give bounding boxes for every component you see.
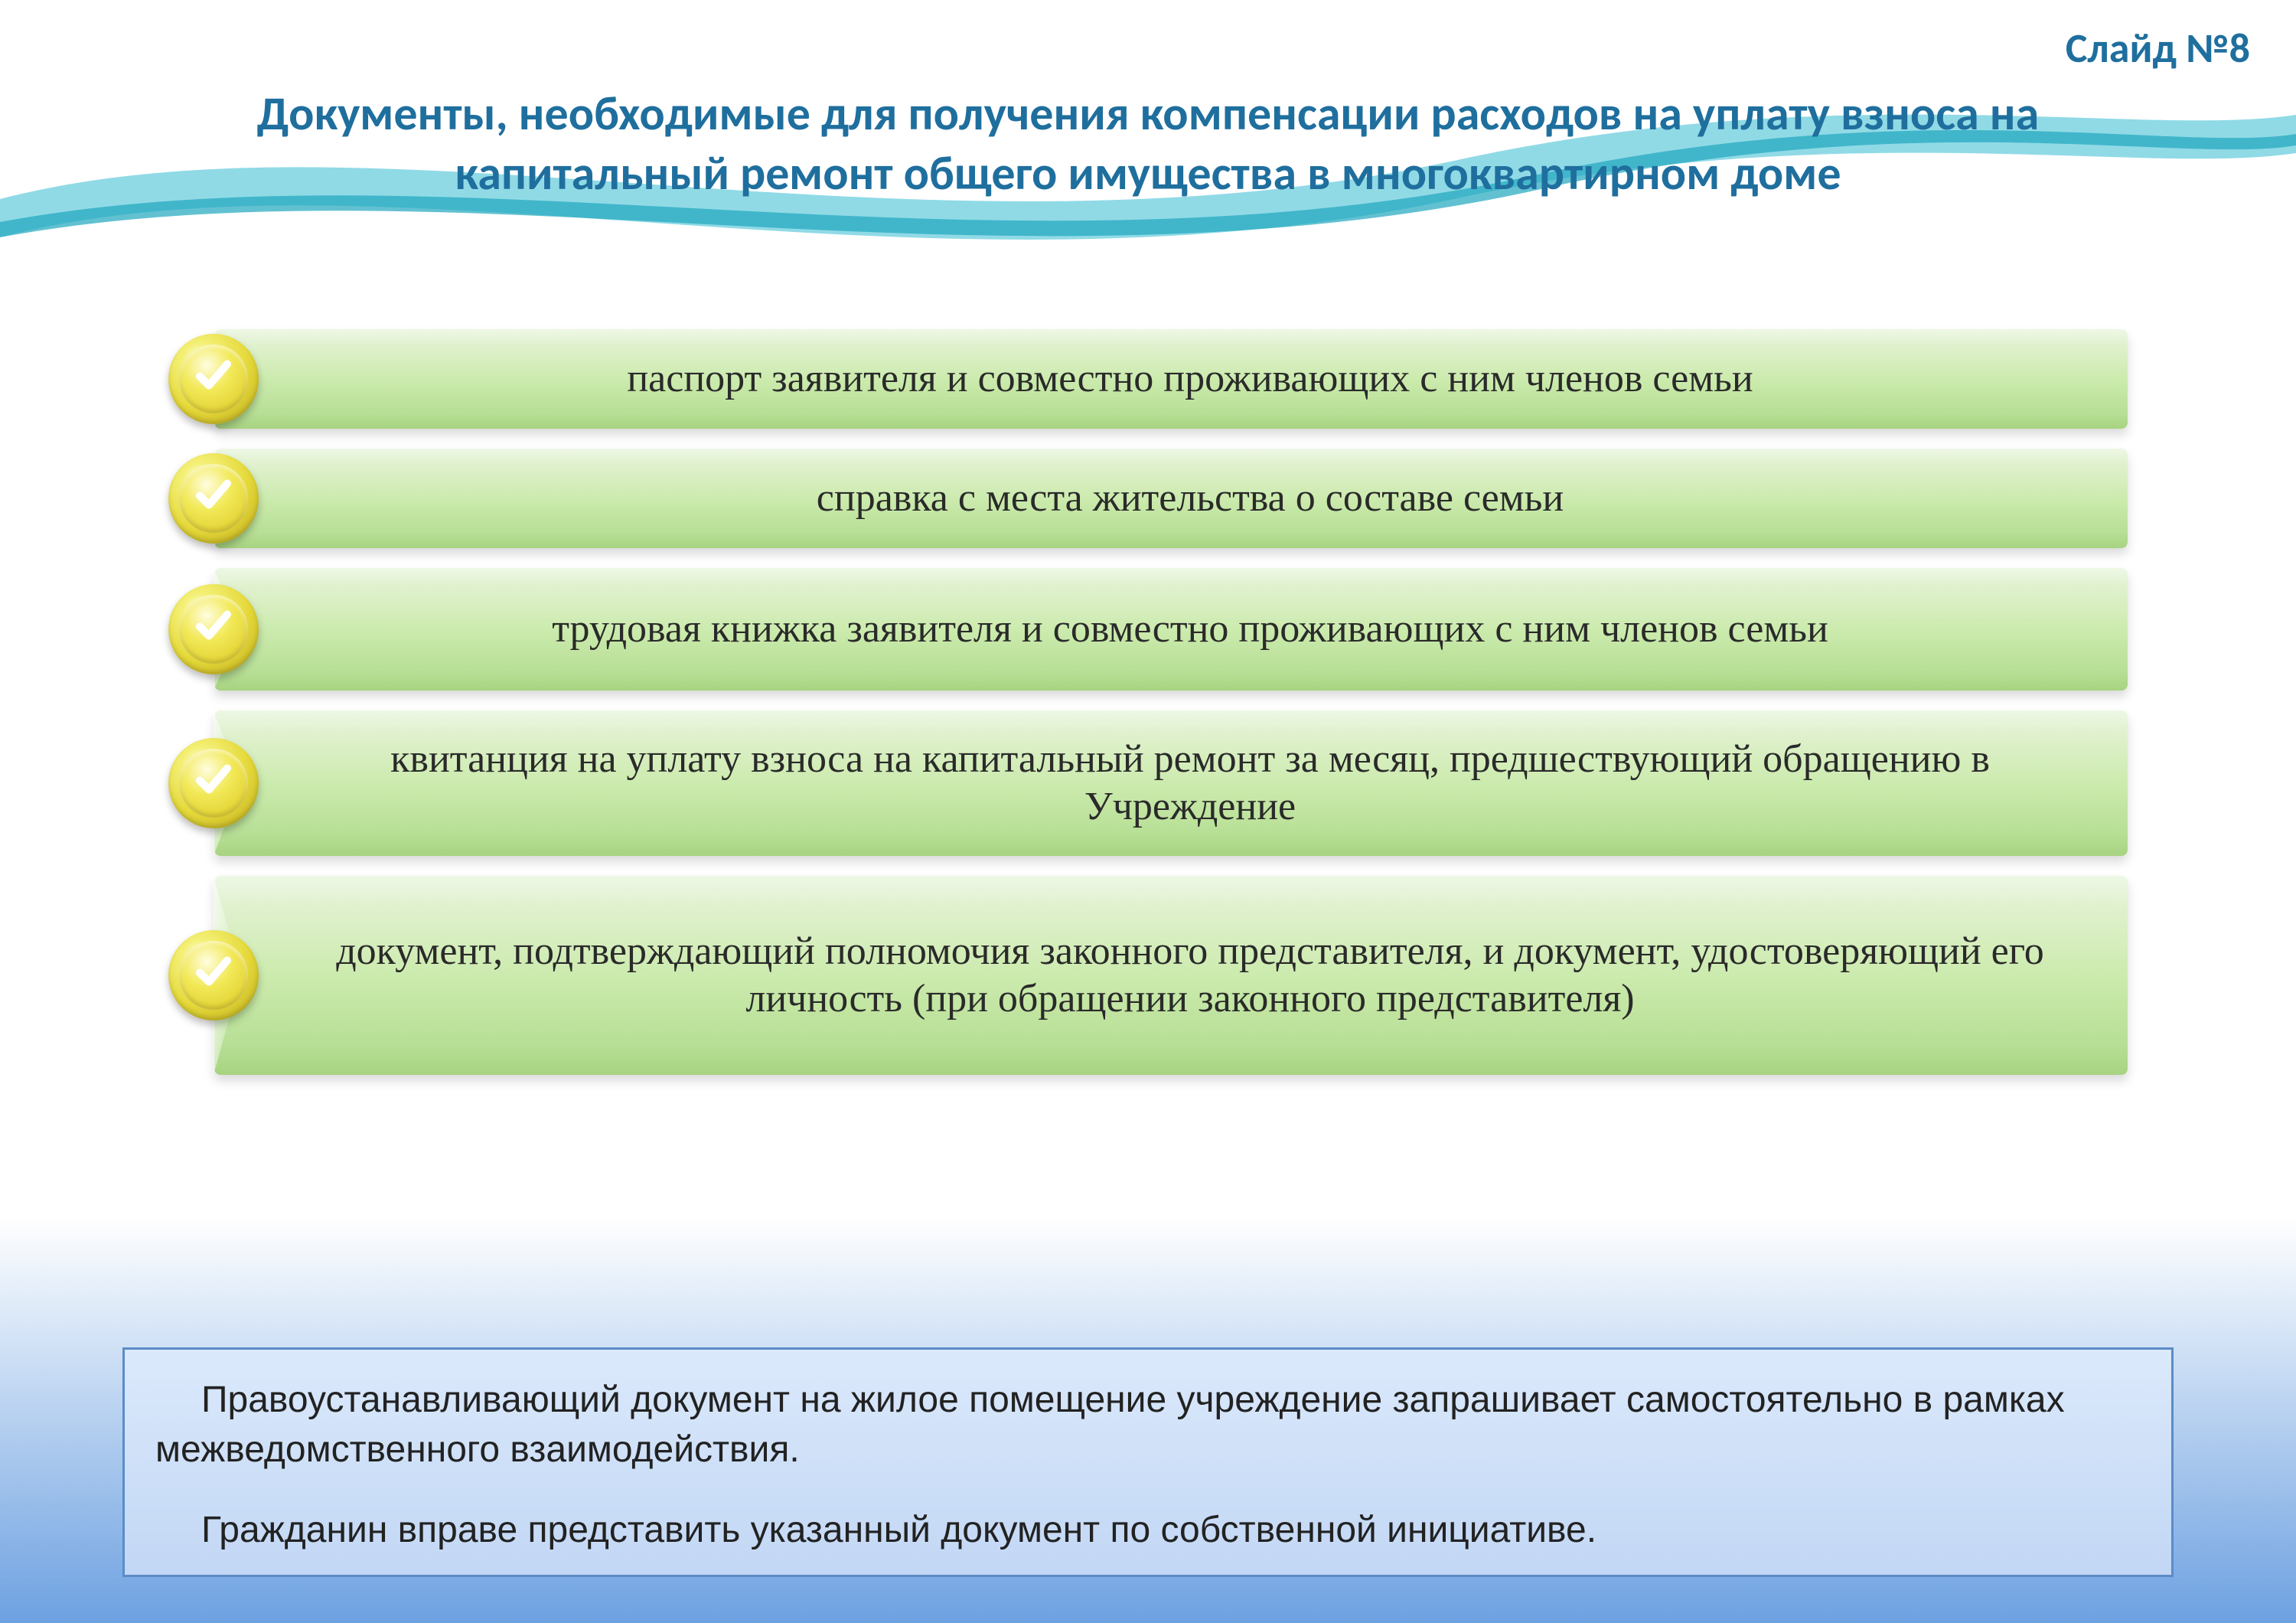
list-item: паспорт заявителя и совместно проживающи… bbox=[168, 329, 2128, 429]
footer-note: Правоустанавливающий документ на жилое п… bbox=[122, 1347, 2174, 1577]
slide-title: Документы, необходимые для получения ком… bbox=[230, 84, 2066, 203]
list-item-text: трудовая книжка заявителя и совместно пр… bbox=[214, 568, 2128, 691]
list-item-text: паспорт заявителя и совместно проживающи… bbox=[214, 329, 2128, 429]
note-paragraph-2: Гражданин вправе представить указанный д… bbox=[155, 1506, 2141, 1556]
list-item: трудовая книжка заявителя и совместно пр… bbox=[168, 568, 2128, 691]
check-icon bbox=[168, 453, 259, 544]
list-item: квитанция на уплату взноса на капитальны… bbox=[168, 710, 2128, 856]
check-icon bbox=[168, 930, 259, 1020]
check-icon bbox=[168, 738, 259, 828]
list-item-text: квитанция на уплату взноса на капитальны… bbox=[214, 710, 2128, 856]
slide-number: Слайд №8 bbox=[2066, 23, 2250, 73]
list-item: документ, подтверждающий полномочия зако… bbox=[168, 876, 2128, 1075]
note-paragraph-1: Правоустанавливающий документ на жилое п… bbox=[155, 1376, 2141, 1475]
list-item-text: справка с места жительства о составе сем… bbox=[214, 449, 2128, 548]
slide: Слайд №8 Документы, необходимые для полу… bbox=[0, 0, 2296, 1623]
list-item: справка с места жительства о составе сем… bbox=[168, 449, 2128, 548]
check-icon bbox=[168, 334, 259, 424]
document-list: паспорт заявителя и совместно проживающи… bbox=[168, 329, 2128, 1075]
list-item-text: документ, подтверждающий полномочия зако… bbox=[214, 876, 2128, 1075]
check-icon bbox=[168, 584, 259, 674]
